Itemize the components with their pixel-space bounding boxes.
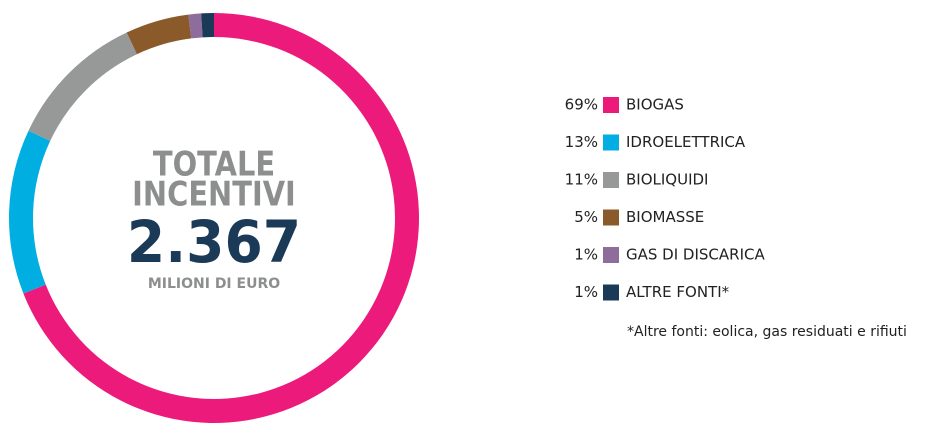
donut-segment (201, 13, 214, 38)
total: 2.367 (127, 209, 301, 277)
legend-label: BIOGAS (626, 96, 684, 114)
legend-label: BIOMASSE (626, 208, 704, 226)
legend-swatch (603, 209, 619, 226)
unit: MILIONI DI EURO (148, 276, 280, 292)
legend-swatch (603, 284, 619, 301)
legend-value: 5% (574, 208, 598, 226)
legend-value: 1% (574, 283, 598, 301)
legend-label: GAS DI DISCARICA (626, 246, 765, 264)
donut-segment (28, 32, 137, 141)
legend-value: 11% (565, 171, 598, 189)
legend-swatch (603, 134, 619, 151)
donut-segment (188, 13, 203, 39)
legend-value: 69% (565, 96, 598, 114)
note: *Altre fonti: eolica, gas residuati e ri… (627, 324, 907, 340)
legend-label: IDROELETTRICA (626, 133, 746, 151)
legend-value: 1% (574, 246, 598, 264)
legend-label: BIOLIQUIDI (626, 171, 709, 189)
legend-swatch (603, 97, 619, 113)
legend-swatch (603, 247, 619, 263)
donut-segment (126, 14, 192, 55)
center-title: TOTALE (153, 146, 275, 185)
legend-value: 13% (565, 133, 598, 151)
legend-label: ALTRE FONTI* (626, 283, 730, 301)
donut-segment (8, 130, 51, 294)
legend-swatch (603, 172, 619, 188)
center-title: INCENTIVI (132, 176, 296, 215)
